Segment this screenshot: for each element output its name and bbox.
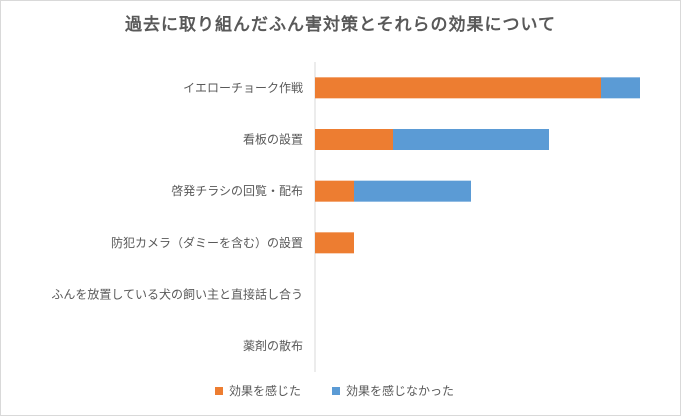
bar-no-effect — [393, 129, 549, 150]
bar-no-effect — [354, 180, 471, 202]
legend-swatch — [332, 386, 340, 395]
legend-swatch — [215, 386, 223, 395]
category-label: ふんを放置している犬の飼い主と直接話し合う — [51, 287, 303, 302]
bar-felt-effect — [315, 232, 354, 254]
category-label: 薬剤の散布 — [243, 338, 303, 353]
legend-item-felt-effect: 効果を感じた — [215, 382, 301, 399]
category-label: 看板の設置 — [243, 132, 303, 147]
bar-felt-effect — [315, 180, 354, 202]
category-label: 啓発チラシの回覧・配布 — [171, 183, 303, 198]
category-label: 防犯カメラ（ダミーを含む）の設置 — [111, 235, 303, 250]
chart-title: 過去に取り組んだふん害対策とそれらの効果について — [125, 15, 556, 35]
legend-label: 効果を感じなかった — [346, 384, 455, 398]
bar-no-effect — [601, 77, 640, 99]
legend-label: 効果を感じた — [229, 384, 302, 398]
chart-legend: 効果を感じた 効果を感じなかった — [0, 382, 681, 402]
legend-item-no-effect: 効果を感じなかった — [332, 382, 454, 399]
bar-felt-effect — [315, 77, 601, 99]
bar-felt-effect — [315, 129, 393, 150]
category-label: イエローチョーク作戦 — [183, 81, 303, 95]
